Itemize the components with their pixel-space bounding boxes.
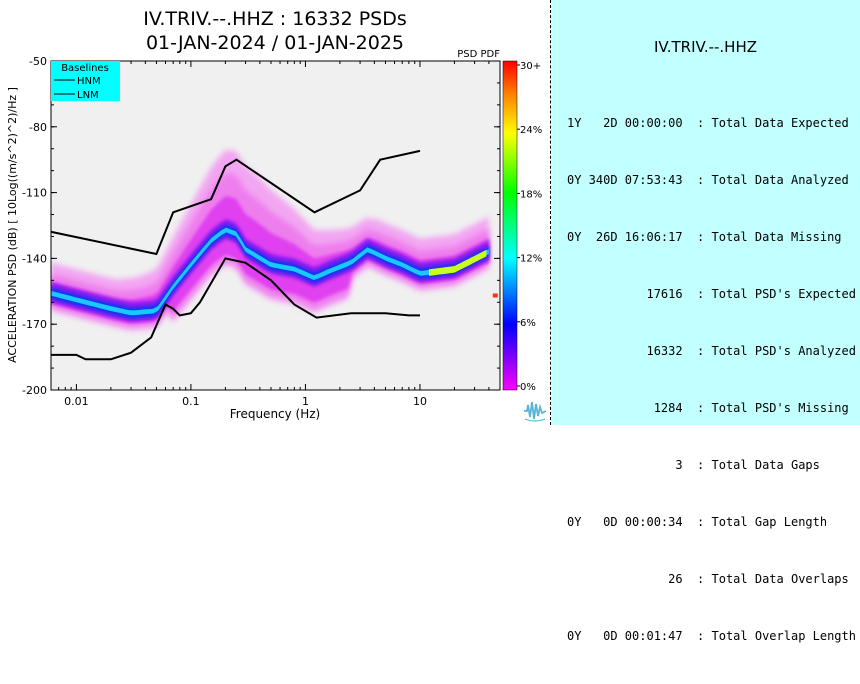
pdf-density-layer [51,149,498,331]
pdf-band-high [51,224,489,319]
stats-list: 1Y 2D 00:00:00 : Total Data Expected 0Y … [567,76,856,684]
y-tick-label: -170 [22,318,47,331]
pdf-hotspot [429,249,487,276]
y-axis-label: ACCELERATION PSD (dB) [ 10Log((m/s^2)^2)… [6,87,19,363]
colorbar-tick-label: 30+ [520,61,541,72]
colorbar-tick-label: 12% [520,254,542,265]
colorbar-gradient [502,60,518,391]
chart-title-line1: IV.TRIV.--.HHZ : 16332 PSDs [143,8,407,30]
y-axis: -50 -80 -110 -140 -170 -200 [22,55,500,397]
panel-divider [550,0,551,425]
chart-title-line2: 01-JAN-2024 / 01-JAN-2025 [145,32,405,54]
pdf-edge-spike [492,293,498,298]
x-tick-label: 0.1 [182,395,200,408]
x-tick-label: 10 [413,395,427,408]
y-tick-label: -140 [22,252,47,265]
colorbar-title: PSD PDF [457,49,500,60]
stat-line: 3 : Total Data Gaps [567,458,820,472]
legend-lnm-label: LNM [77,90,99,101]
plot-frame [50,60,501,391]
colorbar-tick-label: 24% [520,125,542,136]
colorbar-tick-label: 6% [520,318,536,329]
stat-line: 17616 : Total PSD's Expected [567,287,856,301]
stat-line: 26 : Total Data Overlaps [567,572,849,586]
stat-line: 0Y 0D 00:00:34 : Total Gap Length [567,515,828,529]
stats-panel-title: IV.TRIV.--.HHZ [653,38,758,56]
pdf-band-mid [51,219,489,322]
psd-pdf-chart: 0.01 0.1 1 10 -50 -80 -110 -140 -170 -200 Freque… [6,49,542,421]
stat-line: 16332 : Total PSD's Analyzed [567,344,856,358]
stat-line: 1284 : Total PSD's Missing [567,401,849,415]
colorbar-tick-label: 0% [520,382,536,393]
pdf-band-peak [51,227,489,316]
baseline-curves [51,149,421,361]
y-tick-label: -200 [22,384,47,397]
x-tick-label: 0.01 [64,395,89,408]
colorbar: PSD PDF 30+ 24% 18% 12% 6% 0% [457,49,542,393]
stat-line: 0Y 340D 07:53:43 : Total Data Analyzed [567,173,849,187]
stat-line: 1Y 2D 00:00:00 : Total Data Expected [567,116,849,130]
baseline-hnm-curve [51,149,421,256]
stats-panel: IV.TRIV.--.HHZ 1Y 2D 00:00:00 : Total Da… [551,0,860,643]
waveform-logo-icon [524,401,547,422]
legend: Baselines HNM LNM [51,61,120,101]
psd-pdf-panel: IV.TRIV.--.HHZ : 16332 PSDs 01-JAN-2024 … [0,0,550,425]
legend-hnm-label: HNM [77,76,101,87]
x-tick-label: 1 [302,395,309,408]
stat-line: 0Y 0D 00:01:47 : Total Overlap Length [567,629,856,643]
y-tick-label: -50 [29,55,47,68]
y-tick-label: -110 [22,187,47,200]
colorbar-tick-label: 18% [520,189,542,200]
legend-title: Baselines [61,63,109,74]
stat-line: 0Y 26D 16:06:17 : Total Data Missing [567,230,842,244]
baseline-lnm-curve [51,257,420,361]
x-axis: 0.01 0.1 1 10 [50,61,501,408]
x-axis-label: Frequency (Hz) [230,407,321,421]
y-tick-label: -80 [29,121,47,134]
